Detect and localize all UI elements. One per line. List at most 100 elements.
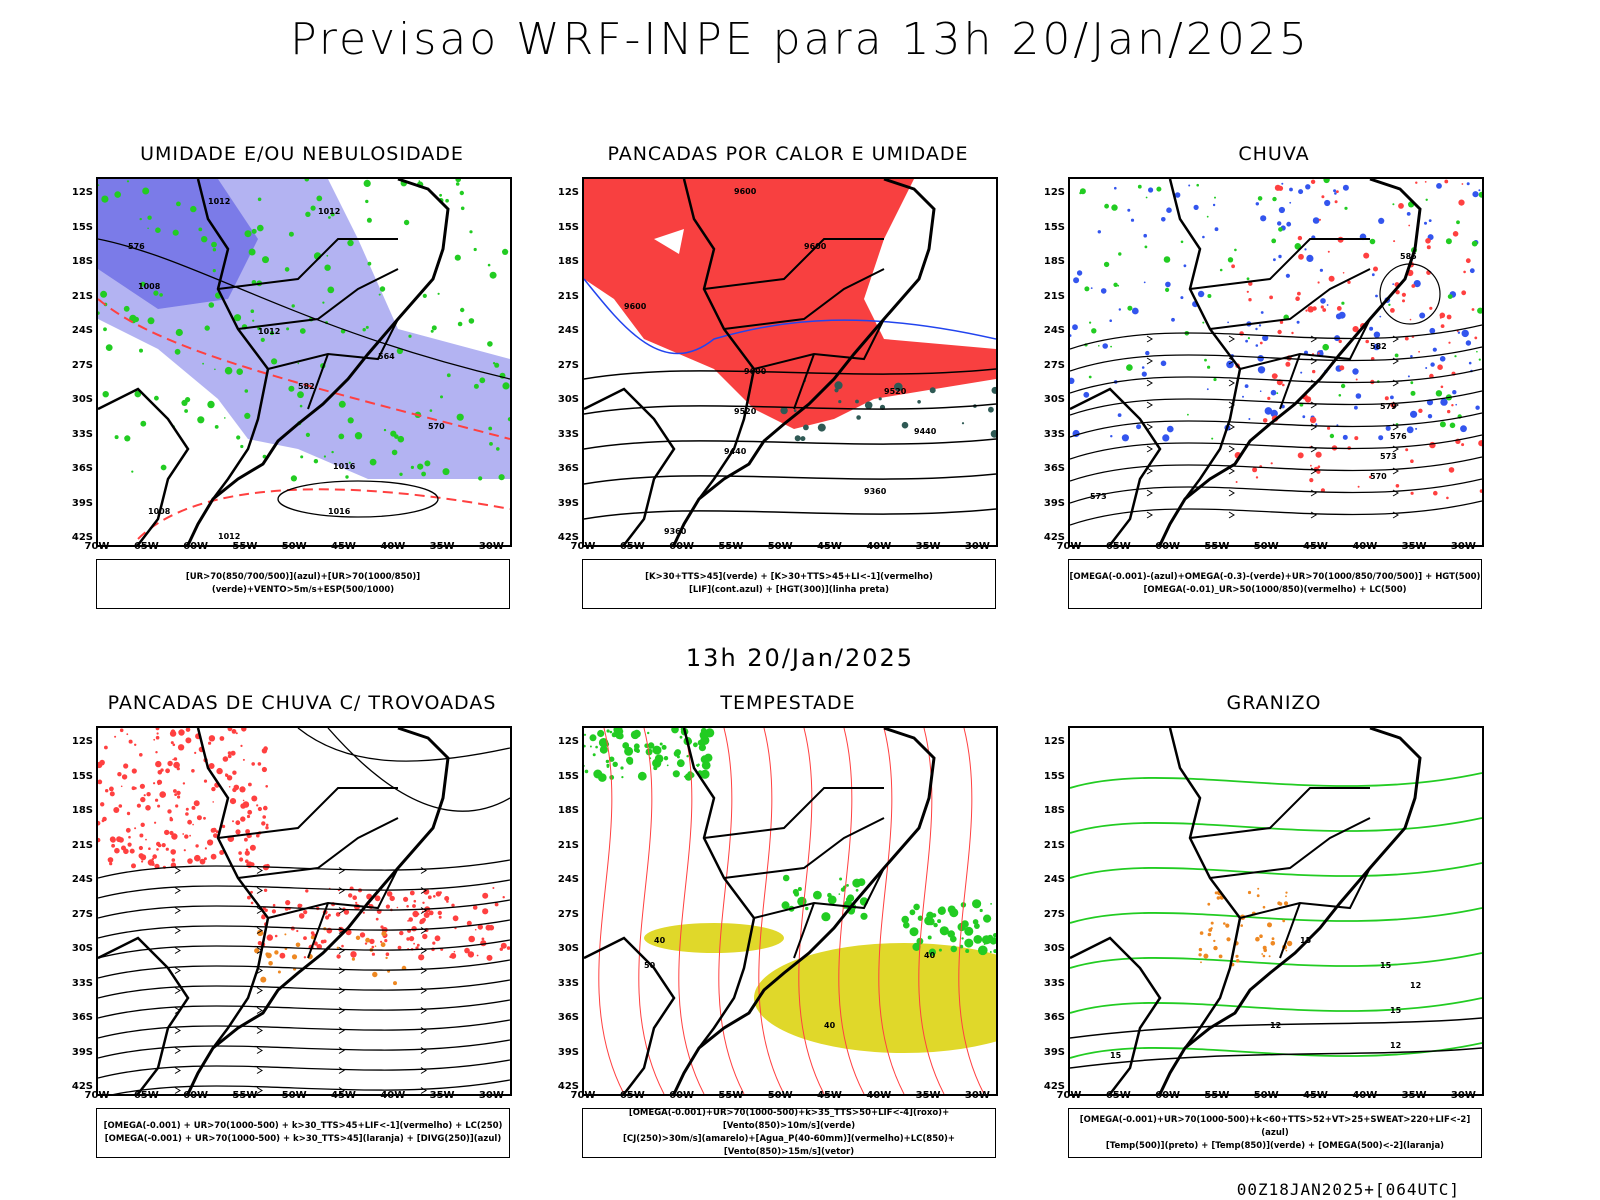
lon-label: 65W [1105, 1090, 1131, 1101]
contour-label: 570 [1370, 472, 1387, 481]
lon-label: 50W [1253, 1090, 1279, 1101]
legend-line: [K>30+TTS>45](verde) + [K>30+TTS>45+LI<-… [645, 572, 933, 582]
andes-border [1070, 936, 1162, 1094]
legend-line: [OMEGA(-0.001)+UR>70(1000-500)+k>35_TTS>… [628, 1108, 950, 1131]
map-area: 15 12 15 12 15 12 15 [1068, 726, 1484, 1096]
contour-label: 576 [1390, 432, 1407, 441]
temp-850-contour [1070, 952, 1482, 969]
legend-line: [OMEGA(-0.01)_UR>50(1000/850)(vermelho) … [1143, 585, 1407, 595]
lat-label: 21S [557, 290, 579, 302]
lon-label: 30W [478, 1090, 504, 1101]
main-title: Previsao WRF-INPE para 13h 20/Jan/2025 [290, 14, 1310, 65]
contour-label: 582 [298, 382, 315, 391]
andes-border [1070, 387, 1162, 545]
legend-line: [LIF](cont.azul) + [HGT(300)](linha pret… [688, 585, 890, 595]
lat-label: 27S [71, 359, 93, 371]
state-borders [703, 787, 885, 959]
panel-title: CHUVA [1238, 143, 1310, 165]
temp-850-contour [1070, 907, 1482, 924]
lon-label: 45W [331, 541, 356, 552]
map-area: 9600 9600 9600 9600 9520 9440 9520 9440 9360 9360 [582, 177, 998, 547]
lat-label: 39S [1043, 497, 1065, 509]
lat-label: 39S [71, 1046, 93, 1058]
state-borders [1189, 238, 1371, 410]
lon-label: 60W [669, 1090, 695, 1101]
omega-humidity-red [1231, 179, 1482, 500]
height-300-contour [584, 438, 996, 450]
lon-label: 60W [669, 541, 695, 552]
lat-label: 42S [1043, 532, 1065, 543]
lon-label: 45W [817, 541, 842, 552]
convective-instability [584, 179, 996, 429]
lat-label: 24S [71, 325, 93, 336]
legend-box: [OMEGA(-0.001) + UR>70(1000-500) + k>30_… [96, 1108, 510, 1158]
lon-label: 60W [1155, 1090, 1181, 1101]
contour-label: 582 [1370, 342, 1387, 351]
legend-line: [CJ(250)>30m/s](amarelo)+[Agua_P(40-60mm… [622, 1134, 956, 1157]
lat-label: 18S [557, 805, 579, 816]
temp-850-contour [1070, 772, 1482, 789]
contour-label: 1016 [328, 507, 351, 516]
lat-label: 33S [1043, 428, 1065, 440]
coastline [672, 179, 936, 545]
lat-label: 33S [557, 977, 579, 989]
lat-label: 30S [1043, 394, 1065, 405]
temp-850-contour [1070, 997, 1482, 1014]
contour-label: 15 [1380, 961, 1392, 970]
contour-label: 1012 [258, 327, 280, 336]
streamlines-850 [758, 728, 785, 1094]
height-500-streamlines [1070, 324, 1482, 526]
lat-label: 30S [71, 943, 93, 954]
lat-label: 27S [557, 908, 579, 920]
map-area: 585 582 579 576 573 570 573 [1068, 177, 1484, 547]
wind-850-gt10 [901, 899, 996, 956]
legend-box: [OMEGA(-0.001)+UR>70(1000-500)+k<60+TTS>… [1068, 1108, 1482, 1158]
lat-label: 12S [1043, 187, 1065, 198]
lat-label: 15S [1043, 221, 1065, 233]
coastline [1158, 179, 1422, 545]
lon-label: 50W [281, 1090, 307, 1101]
lat-label: 21S [1043, 290, 1065, 302]
lat-label: 18S [1043, 805, 1065, 816]
lat-label: 39S [557, 497, 579, 509]
contour-label: 15 [1110, 1051, 1122, 1060]
lon-label: 50W [767, 541, 793, 552]
lat-label: 36S [557, 1012, 579, 1023]
lat-label: 36S [557, 463, 579, 474]
contour-label: 12 [1410, 981, 1421, 990]
map-plot: 585 582 579 576 573 570 573 [1070, 179, 1482, 545]
contour-label: 9440 [724, 447, 747, 456]
lon-label: 35W [429, 541, 455, 552]
andes-border [584, 936, 676, 1094]
lon-label: 40W [866, 541, 892, 552]
lon-label: 65W [1105, 541, 1131, 552]
lat-label: 33S [71, 977, 93, 989]
lat-label: 18S [1043, 256, 1065, 267]
streamlines-850 [638, 728, 665, 1094]
contour-label: 1008 [138, 282, 161, 291]
lon-label: 65W [133, 1090, 159, 1101]
legend-line: [OMEGA(-0.001)+UR>70(1000-500)+k<60+TTS>… [1079, 1114, 1471, 1138]
lon-label: 40W [866, 1090, 892, 1101]
lon-label: 35W [915, 1090, 941, 1101]
panel-title: PANCADAS POR CALOR E UMIDADE [607, 143, 969, 165]
legend-box: [K>30+TTS>45](verde) + [K>30+TTS>45+LI<-… [582, 559, 996, 609]
panel-title: GRANIZO [1226, 692, 1322, 714]
lat-label: 15S [557, 221, 579, 233]
temp-500-contour [1070, 1017, 1482, 1039]
lon-label: 50W [767, 1090, 793, 1101]
contour-label: 9600 [734, 187, 757, 196]
country-border [196, 728, 270, 1049]
contour-label: 573 [1090, 492, 1107, 501]
contour-label: 576 [128, 242, 145, 251]
footer-run-info: 00Z18JAN2025+[064UTC] [1236, 1180, 1460, 1199]
streamlines-850 [598, 728, 625, 1094]
legend-box: [OMEGA(-0.001)+UR>70(1000-500)+k>35_TTS>… [582, 1108, 996, 1158]
contour-label: 9600 [624, 302, 647, 311]
height-300-contour [584, 403, 996, 415]
legend-line: [Temp(500)](preto) + [Temp(850)](verde) … [1105, 1140, 1445, 1151]
lat-label: 30S [557, 394, 579, 405]
lat-label: 15S [1043, 770, 1065, 782]
contour-label: 579 [1380, 402, 1397, 411]
